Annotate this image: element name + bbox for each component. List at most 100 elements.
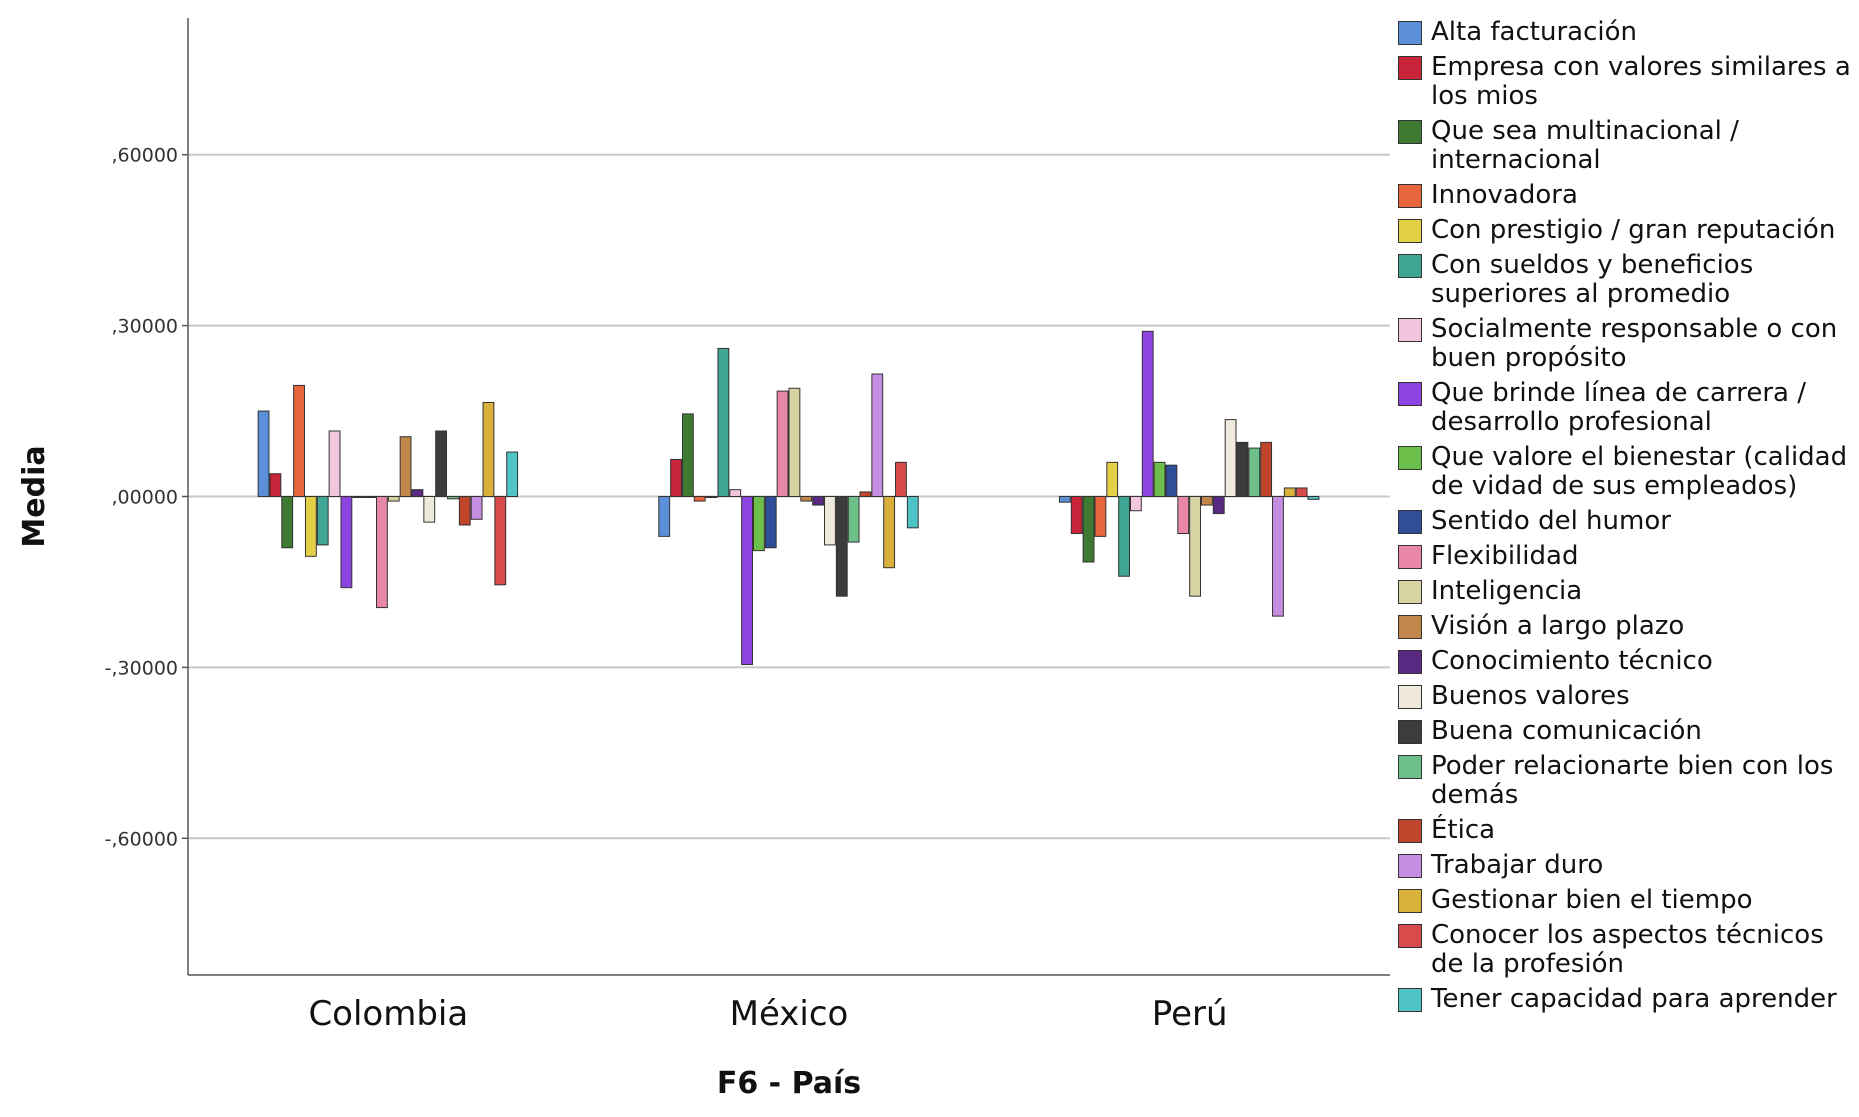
legend-item: Sentido del humor <box>1398 507 1851 536</box>
bar <box>658 496 671 537</box>
legend-label: Inteligencia <box>1431 576 1583 606</box>
legend-swatch <box>1398 650 1422 674</box>
x-tick-label: México <box>730 994 849 1034</box>
bar <box>293 384 305 498</box>
bar <box>1248 447 1261 497</box>
bar <box>859 491 872 498</box>
legend-item: Que sea multinacional / internacional <box>1398 117 1851 175</box>
legend-swatch <box>1398 120 1422 144</box>
bar <box>1082 496 1095 563</box>
legend-swatch <box>1398 254 1422 278</box>
legend-label: Sentido del humor <box>1431 506 1671 536</box>
bar <box>1283 487 1296 497</box>
legend-label: Conocer los aspectos técnicos de la prof… <box>1431 920 1824 979</box>
bar <box>387 496 400 502</box>
bar <box>871 373 884 498</box>
legend-label: Que sea multinacional / internacional <box>1431 116 1739 175</box>
bar <box>1236 441 1249 498</box>
legend-item: Que valore el bienestar (calidad de vida… <box>1398 443 1851 501</box>
legend-label: Innovadora <box>1431 180 1578 210</box>
bar <box>1141 330 1154 497</box>
bar <box>1260 441 1273 498</box>
bar <box>328 430 341 497</box>
legend-label: Alta facturación <box>1431 17 1637 47</box>
bar <box>847 496 860 543</box>
bar <box>1094 496 1107 537</box>
bar <box>281 496 294 549</box>
bar <box>470 496 483 520</box>
bar <box>447 496 459 500</box>
legend-swatch <box>1398 318 1422 342</box>
legend-item: Innovadora <box>1398 181 1851 210</box>
bar <box>1177 496 1190 535</box>
bar <box>1165 464 1178 498</box>
bar <box>316 496 329 546</box>
legend-item: Visión a largo plazo <box>1398 612 1851 641</box>
legend-item: Ética <box>1398 816 1851 845</box>
legend-swatch <box>1398 854 1422 878</box>
bar <box>741 496 753 666</box>
bar <box>895 461 907 498</box>
legend-swatch <box>1398 889 1422 913</box>
legend-label: Buena comunicación <box>1431 716 1702 746</box>
bar <box>1106 461 1119 498</box>
bar <box>705 496 718 498</box>
x-axis-categories: Colombia México Perú <box>308 994 1227 1034</box>
bar <box>1224 419 1237 497</box>
legend-item: Conocer los aspectos técnicos de la prof… <box>1398 921 1851 979</box>
legend-label: Empresa con valores similares a los mios <box>1431 52 1851 111</box>
bar <box>788 387 801 497</box>
legend-label: Trabajar duro <box>1431 850 1604 880</box>
bar <box>800 496 813 502</box>
bar <box>494 496 507 586</box>
bar <box>506 451 519 498</box>
legend-swatch <box>1398 545 1422 569</box>
legend-label: Poder relacionarte bien con los demás <box>1431 751 1834 810</box>
bar <box>1129 496 1142 512</box>
bar <box>435 430 448 497</box>
legend-swatch <box>1398 56 1422 80</box>
legend-label: Socialmente responsable o con buen propó… <box>1431 314 1838 373</box>
legend-item: Empresa con valores similares a los mios <box>1398 53 1851 111</box>
legend-item: Poder relacionarte bien con los demás <box>1398 752 1851 810</box>
bar <box>764 496 777 549</box>
y-tick-label: ,60000 <box>112 145 178 167</box>
bar <box>670 458 682 497</box>
bar <box>1212 496 1225 515</box>
legend-label: Gestionar bien el tiempo <box>1431 885 1753 915</box>
bar <box>458 496 471 526</box>
legend-item: Inteligencia <box>1398 577 1851 606</box>
bar <box>752 496 765 552</box>
legend-item: Con prestigio / gran reputación <box>1398 216 1851 245</box>
legend-swatch <box>1398 510 1422 534</box>
legend-swatch <box>1398 382 1422 406</box>
legend-label: Ética <box>1431 815 1496 845</box>
x-tick-label: Colombia <box>308 994 468 1034</box>
bar <box>375 496 388 609</box>
y-tick-label: ,00000 <box>112 487 178 509</box>
legend-item: Flexibilidad <box>1398 542 1851 571</box>
legend-label: Con prestigio / gran reputación <box>1431 215 1836 245</box>
bar <box>1307 496 1320 500</box>
y-tick-label: -,30000 <box>105 657 178 679</box>
legend-item: Alta facturación <box>1398 18 1851 47</box>
bar <box>824 496 836 546</box>
y-tick-label: -,60000 <box>105 828 178 850</box>
legend-label: Flexibilidad <box>1431 541 1579 571</box>
bar <box>1153 461 1166 498</box>
legend-swatch <box>1398 720 1422 744</box>
bar <box>1058 496 1071 503</box>
legend-swatch <box>1398 755 1422 779</box>
bar <box>776 390 789 497</box>
y-axis-title: Media <box>17 445 52 547</box>
bar <box>812 496 825 506</box>
legend-swatch <box>1398 219 1422 243</box>
y-tick-label: ,30000 <box>112 316 178 338</box>
bar <box>681 413 694 498</box>
bar <box>1189 496 1202 597</box>
legend-swatch <box>1398 685 1422 709</box>
legend-label: Buenos valores <box>1431 681 1630 711</box>
legend-swatch <box>1398 819 1422 843</box>
bar <box>364 496 376 498</box>
bar <box>304 496 317 557</box>
